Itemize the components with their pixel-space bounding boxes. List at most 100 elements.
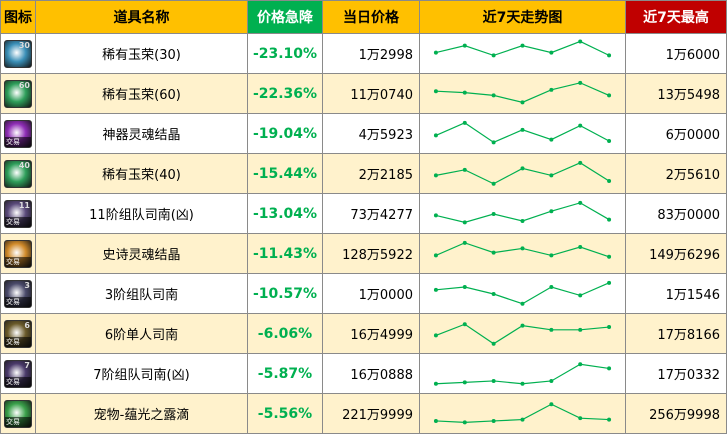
trend-sparkline (433, 38, 612, 57)
trend-point (491, 139, 496, 144)
max-price-7d: 1万6000 (626, 34, 727, 74)
trend-point (578, 244, 583, 249)
trend-point (520, 323, 525, 328)
max-price-7d: 17万8166 (626, 314, 727, 354)
current-price: 11万0740 (323, 74, 420, 114)
trend-point (491, 341, 496, 346)
item-icon-cell: 交易 (0, 114, 36, 154)
item-icon-trade-tag: 交易 (5, 416, 31, 427)
trend-point (491, 378, 496, 383)
item-icon-cell: 交易 (0, 234, 36, 274)
current-price: 16万4999 (323, 314, 420, 354)
trend-point (578, 123, 583, 128)
table-row: 3 交易 3阶组队司南 -10.57% 1万0000 1万1546 (0, 274, 727, 314)
item-icon-trade-tag: 交易 (5, 216, 31, 227)
trend-point (491, 211, 496, 216)
current-price: 73万4277 (323, 194, 420, 234)
trend-point (520, 99, 525, 104)
price-drop-value: -10.57% (248, 274, 323, 314)
item-icon-level: 60 (18, 80, 30, 90)
trend-sparkline (433, 321, 612, 346)
item-icon-level: 11 (18, 200, 30, 210)
trend-sparkline (433, 240, 612, 259)
trend-point (520, 301, 525, 306)
trend-point (462, 167, 467, 172)
team-compass-icon: 11 交易 (4, 199, 32, 228)
trend-sparkline (433, 160, 612, 186)
jade-orb-icon: 30 (4, 39, 32, 68)
trend-point (433, 172, 438, 177)
current-price: 221万9999 (323, 394, 420, 434)
trend-point (462, 419, 467, 424)
jade-orb-icon: 60 (4, 79, 32, 108)
trend-sparkline (433, 120, 612, 144)
solo-compass-icon: 6 交易 (4, 319, 32, 348)
trend-point (578, 160, 583, 165)
trend-point (462, 120, 467, 125)
trend-point (491, 52, 496, 57)
trend-point (607, 254, 612, 259)
max-price-7d: 13万5498 (626, 74, 727, 114)
current-price: 1万0000 (323, 274, 420, 314)
trend-point (491, 418, 496, 423)
item-icon-cell: 60 (0, 74, 36, 114)
price-drop-value: -5.87% (248, 354, 323, 394)
epic-soul-crystal-icon: 交易 (4, 239, 32, 268)
trend-point (433, 332, 438, 337)
trend-point (491, 92, 496, 97)
item-icon-trade-tag: 交易 (5, 256, 31, 267)
trend-point (607, 92, 612, 97)
trend-point (549, 401, 554, 406)
price-drop-value: -23.10% (248, 34, 323, 74)
trend-point (607, 178, 612, 183)
trend-point (462, 43, 467, 48)
trend-chart-cell (420, 394, 626, 434)
price-drop-value: -13.04% (248, 194, 323, 234)
item-icon-trade-tag: 交易 (5, 376, 31, 387)
trend-point (433, 287, 438, 292)
pet-dew-drop-icon: 交易 (4, 399, 32, 428)
table-row: 6 交易 6阶单人司南 -6.06% 16万4999 17万8166 (0, 314, 727, 354)
trend-point (462, 90, 467, 95)
table-row: 交易 宠物-蕴光之露滴 -5.56% 221万9999 256万9998 (0, 394, 727, 434)
max-price-7d: 149万6296 (626, 234, 727, 274)
item-name: 神器灵魂结晶 (36, 114, 248, 154)
header-name: 道具名称 (36, 0, 248, 34)
trend-point (607, 365, 612, 370)
trend-point (607, 138, 612, 143)
trend-point (549, 137, 554, 142)
team-compass-icon: 7 交易 (4, 359, 32, 388)
trend-point (607, 52, 612, 57)
item-icon-level: 3 (24, 280, 30, 290)
trend-line (435, 81, 610, 103)
table-row: 交易 神器灵魂结晶 -19.04% 4万5923 6万0000 (0, 114, 727, 154)
jade-orb-icon: 40 (4, 159, 32, 188)
table-row: 7 交易 7阶组队司南(凶) -5.87% 16万0888 17万0332 (0, 354, 727, 394)
item-icon-trade-tag: 交易 (5, 296, 31, 307)
table-row: 30 稀有玉荣(30) -23.10% 1万2998 1万6000 (0, 34, 727, 74)
trend-line (435, 281, 610, 304)
table-row: 60 稀有玉荣(60) -22.36% 11万0740 13万5498 (0, 74, 727, 114)
item-name: 7阶组队司南(凶) (36, 354, 248, 394)
trend-point (520, 127, 525, 132)
trend-point (549, 208, 554, 213)
trend-sparkline (433, 280, 612, 306)
trend-point (433, 132, 438, 137)
trend-point (607, 217, 612, 222)
current-price: 128万5922 (323, 234, 420, 274)
trend-point (491, 181, 496, 186)
item-name: 稀有玉荣(30) (36, 34, 248, 74)
trend-point (491, 291, 496, 296)
item-icon-cell: 30 (0, 34, 36, 74)
trend-point (520, 218, 525, 223)
max-price-7d: 17万0332 (626, 354, 727, 394)
trend-chart-cell (420, 274, 626, 314)
max-price-7d: 83万0000 (626, 194, 727, 234)
header-price: 当日价格 (323, 0, 420, 34)
trend-point (549, 327, 554, 332)
trend-point (433, 418, 438, 423)
trend-chart-cell (420, 354, 626, 394)
trend-point (462, 240, 467, 245)
trend-point (607, 417, 612, 422)
item-icon-level: 7 (24, 360, 30, 370)
